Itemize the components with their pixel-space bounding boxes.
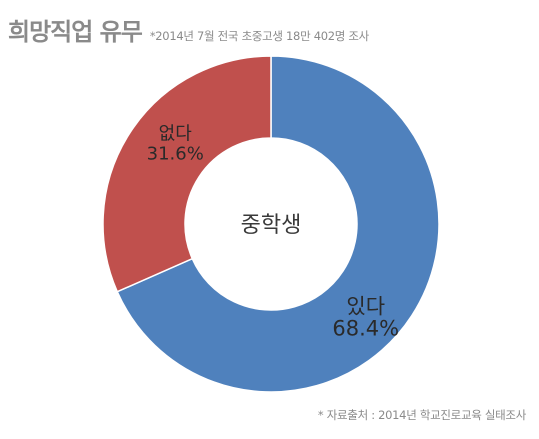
donut-center-label: 중학생 — [241, 213, 302, 238]
source-note: * 자료출처 : 2014년 학교진로교육 실태조사 — [317, 408, 526, 422]
donut-slice-yes — [116, 55, 440, 393]
chart-title: 희망직업 유무 — [8, 18, 143, 46]
slice-value-label: 31.6% — [147, 144, 204, 165]
title-row: 희망직업 유무 *2014년 7월 전국 초중고생 18만 402명 조사 — [8, 12, 369, 47]
donut-slice-no — [102, 55, 272, 293]
slice-value-label: 68.4% — [332, 316, 399, 340]
chart-subtitle: *2014년 7월 전국 초중고생 18만 402명 조사 — [149, 29, 369, 43]
slice-category-label: 있다 — [346, 294, 385, 318]
slice-category-label: 없다 — [159, 124, 193, 145]
